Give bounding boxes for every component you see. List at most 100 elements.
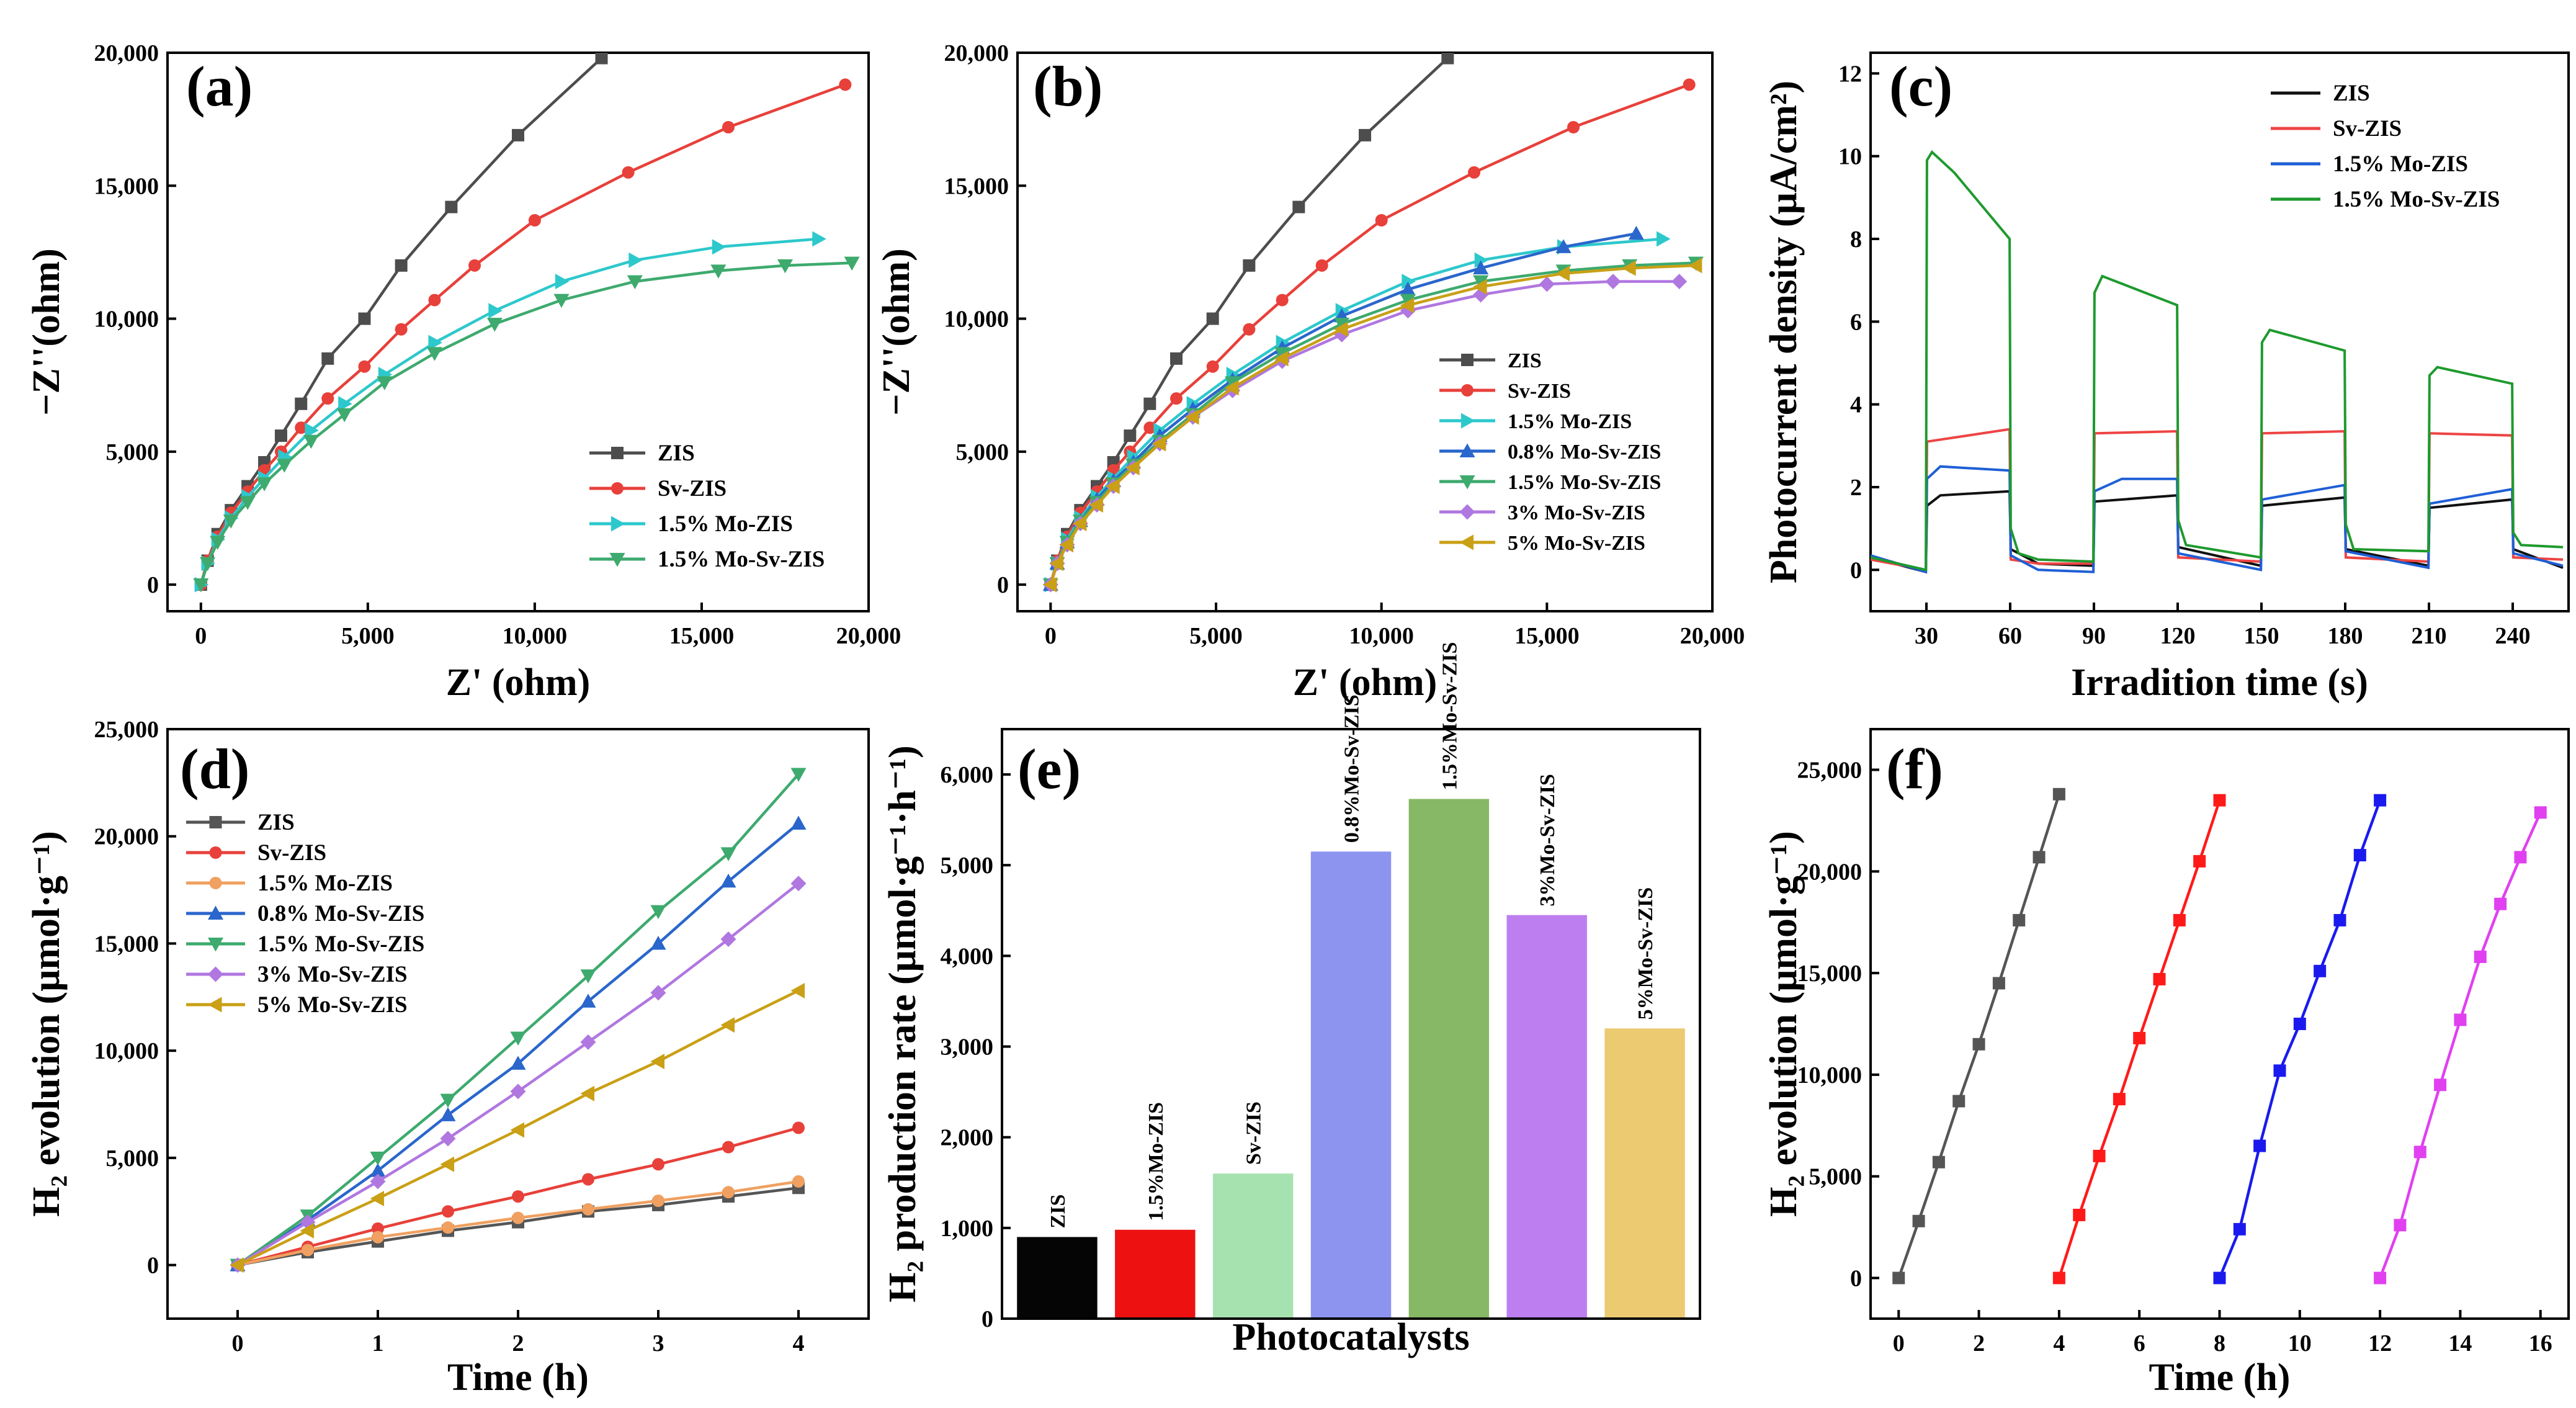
series-ZIS: [194, 53, 608, 591]
bar-1.5%Mo-ZIS: [1115, 1229, 1196, 1317]
x-tick-label: 0: [1893, 1330, 1905, 1356]
data-point: [1185, 409, 1199, 425]
data-point: [2353, 849, 2366, 862]
series-cycle 3: [2213, 794, 2387, 1285]
data-point: [370, 1191, 384, 1207]
data-point: [2173, 913, 2186, 926]
x-tick-label: 4: [2053, 1330, 2065, 1356]
legend-marker: [609, 553, 625, 567]
data-point: [395, 259, 408, 272]
data-point: [2133, 1031, 2146, 1044]
legend-label: 3% Mo-Sv-ZIS: [1508, 501, 1645, 524]
x-tick-label: 2: [1973, 1330, 1985, 1356]
data-point: [276, 459, 292, 473]
series-cycle 1: [1892, 787, 2065, 1285]
legend-label: Sv-ZIS: [257, 840, 326, 866]
y-axis-label: H₂ production rate (μmol·g⁻¹·h⁻¹): [882, 745, 924, 1303]
data-point: [200, 557, 216, 572]
data-point: [372, 1231, 384, 1244]
data-point: [2293, 1018, 2306, 1030]
y-tick-label: 20,000: [1797, 859, 1863, 885]
y-tick-label: 2,000: [941, 1125, 994, 1151]
x-tick-label: 60: [1998, 623, 2022, 649]
x-tick-label: 12: [2368, 1330, 2392, 1356]
data-point: [2374, 1271, 2387, 1285]
legend-label: ZIS: [658, 441, 695, 466]
panel-a: (a) Z' (ohm) −Z''(ohm) 0 5,000 10,000 15,000 20…: [25, 40, 901, 704]
data-point: [1143, 421, 1156, 434]
y-tick-label: 20,000: [94, 824, 159, 850]
series-line: [2218, 799, 2382, 1279]
series-line: [1049, 56, 1449, 585]
data-point: [1539, 276, 1555, 292]
data-point: [486, 318, 503, 332]
data-point: [582, 1173, 594, 1186]
data-point: [580, 1085, 594, 1101]
data-point: [722, 1141, 735, 1154]
x-tick-label: 10: [2288, 1330, 2312, 1356]
y-tick-label: 25,000: [94, 717, 159, 743]
plot-frame: [1016, 52, 1714, 612]
data-point: [428, 334, 442, 351]
plot-area: [230, 768, 807, 1273]
legend: ZIS Sv-ZIS 1.5% Mo-ZIS 1.5% Mo-Sv-ZIS: [2271, 81, 2500, 212]
legend-label: Sv-ZIS: [658, 476, 727, 501]
legend-label: 1.5% Mo-Sv-ZIS: [658, 547, 825, 572]
data-point: [710, 264, 727, 279]
y-axis-label: H₂ evolution (μmol·g⁻¹): [1763, 831, 1805, 1217]
data-point: [2394, 1219, 2407, 1232]
x-tick-label: 5,000: [341, 623, 395, 649]
data-point: [792, 1121, 805, 1134]
data-point: [628, 252, 643, 268]
legend-marker: [1459, 475, 1475, 490]
data-point: [2073, 1208, 2086, 1221]
data-point: [2454, 1013, 2467, 1026]
y-tick-label: 5,000: [941, 853, 994, 879]
data-point: [1952, 1095, 1966, 1108]
x-tick-label: 3: [653, 1330, 664, 1356]
data-point: [1400, 294, 1416, 308]
y-axis-label: −Z''(ohm): [875, 248, 918, 416]
data-point: [720, 931, 736, 948]
data-point: [510, 1122, 524, 1138]
series-cycle 2: [2052, 794, 2226, 1285]
x-tick-label: 240: [2495, 623, 2531, 649]
y-tick-label: 10,000: [94, 307, 159, 333]
plot-frame: [166, 52, 870, 612]
panel-d: (d) Time (h) H₂ evolution (μmol·g⁻¹) 0 5,000…: [25, 717, 870, 1399]
legend-label: 3% Mo-Sv-ZIS: [257, 962, 408, 987]
y-tick-label: 0: [997, 572, 1009, 598]
data-point: [305, 423, 319, 439]
y-tick-label: 6: [1850, 309, 1862, 335]
data-point: [1375, 214, 1388, 226]
data-point: [1206, 312, 1219, 325]
x-tick-label: 15,000: [1514, 623, 1580, 649]
plot-frame: [1001, 728, 1701, 1320]
data-point: [1555, 239, 1572, 253]
legend-label: 1.5% Mo-Sv-ZIS: [257, 931, 424, 957]
panel-f: (f) Time (h) H₂ evolution (μmol·g⁻¹) 0 5,000…: [1763, 728, 2570, 1399]
data-point: [440, 1131, 456, 1147]
data-point: [223, 514, 239, 529]
data-point: [442, 1205, 454, 1218]
data-point: [338, 396, 352, 412]
legend-marker: [209, 877, 222, 889]
x-tick-label: 0: [1045, 623, 1057, 649]
data-point: [720, 847, 736, 861]
bar-category-label: 3%Mo-Sv-ZIS: [1536, 774, 1559, 906]
data-point: [580, 993, 596, 1008]
y-tick-label: 0: [1850, 1265, 1862, 1291]
data-point: [650, 935, 666, 950]
data-point: [1315, 259, 1328, 272]
data-point: [1912, 1214, 1925, 1227]
x-tick-label: 30: [1915, 623, 1938, 649]
x-tick-label: 6: [2134, 1330, 2145, 1356]
data-point: [720, 1017, 735, 1033]
data-point: [274, 429, 287, 442]
x-tick-label: 4: [793, 1330, 805, 1356]
data-point: [2534, 806, 2547, 819]
data-point: [2333, 913, 2346, 926]
data-point: [2374, 794, 2387, 807]
data-point: [1402, 274, 1416, 290]
y-tick-label: 15,000: [1797, 961, 1863, 987]
